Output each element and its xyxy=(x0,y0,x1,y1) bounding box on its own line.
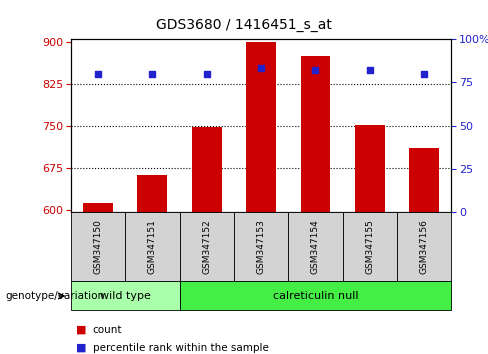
Bar xyxy=(301,56,330,212)
Text: genotype/variation: genotype/variation xyxy=(5,291,104,301)
Point xyxy=(366,67,374,73)
Point xyxy=(420,71,428,76)
Text: GSM347150: GSM347150 xyxy=(93,219,102,274)
Point xyxy=(148,71,156,76)
Bar xyxy=(138,175,167,212)
Bar xyxy=(180,281,451,310)
Bar xyxy=(83,203,113,212)
Bar xyxy=(71,212,125,281)
Text: GSM347156: GSM347156 xyxy=(420,219,429,274)
Bar xyxy=(288,212,343,281)
Point xyxy=(94,71,102,76)
Bar xyxy=(409,148,439,212)
Bar xyxy=(246,42,276,212)
Bar xyxy=(192,127,222,212)
Bar xyxy=(397,212,451,281)
Bar xyxy=(180,212,234,281)
Bar xyxy=(71,281,180,310)
Text: GDS3680 / 1416451_s_at: GDS3680 / 1416451_s_at xyxy=(156,18,332,32)
Text: ■: ■ xyxy=(76,325,86,335)
Point xyxy=(311,67,319,73)
Text: GSM347151: GSM347151 xyxy=(148,219,157,274)
Point xyxy=(203,71,211,76)
Text: ■: ■ xyxy=(76,343,86,353)
Text: GSM347153: GSM347153 xyxy=(257,219,265,274)
Bar xyxy=(343,212,397,281)
Text: calreticulin null: calreticulin null xyxy=(273,291,358,301)
Text: percentile rank within the sample: percentile rank within the sample xyxy=(93,343,268,353)
Bar xyxy=(355,125,385,212)
Text: count: count xyxy=(93,325,122,335)
Point xyxy=(257,65,265,71)
Text: GSM347152: GSM347152 xyxy=(202,219,211,274)
Text: GSM347154: GSM347154 xyxy=(311,219,320,274)
Bar xyxy=(125,212,180,281)
Text: GSM347155: GSM347155 xyxy=(366,219,374,274)
Text: wild type: wild type xyxy=(100,291,151,301)
Bar xyxy=(234,212,288,281)
